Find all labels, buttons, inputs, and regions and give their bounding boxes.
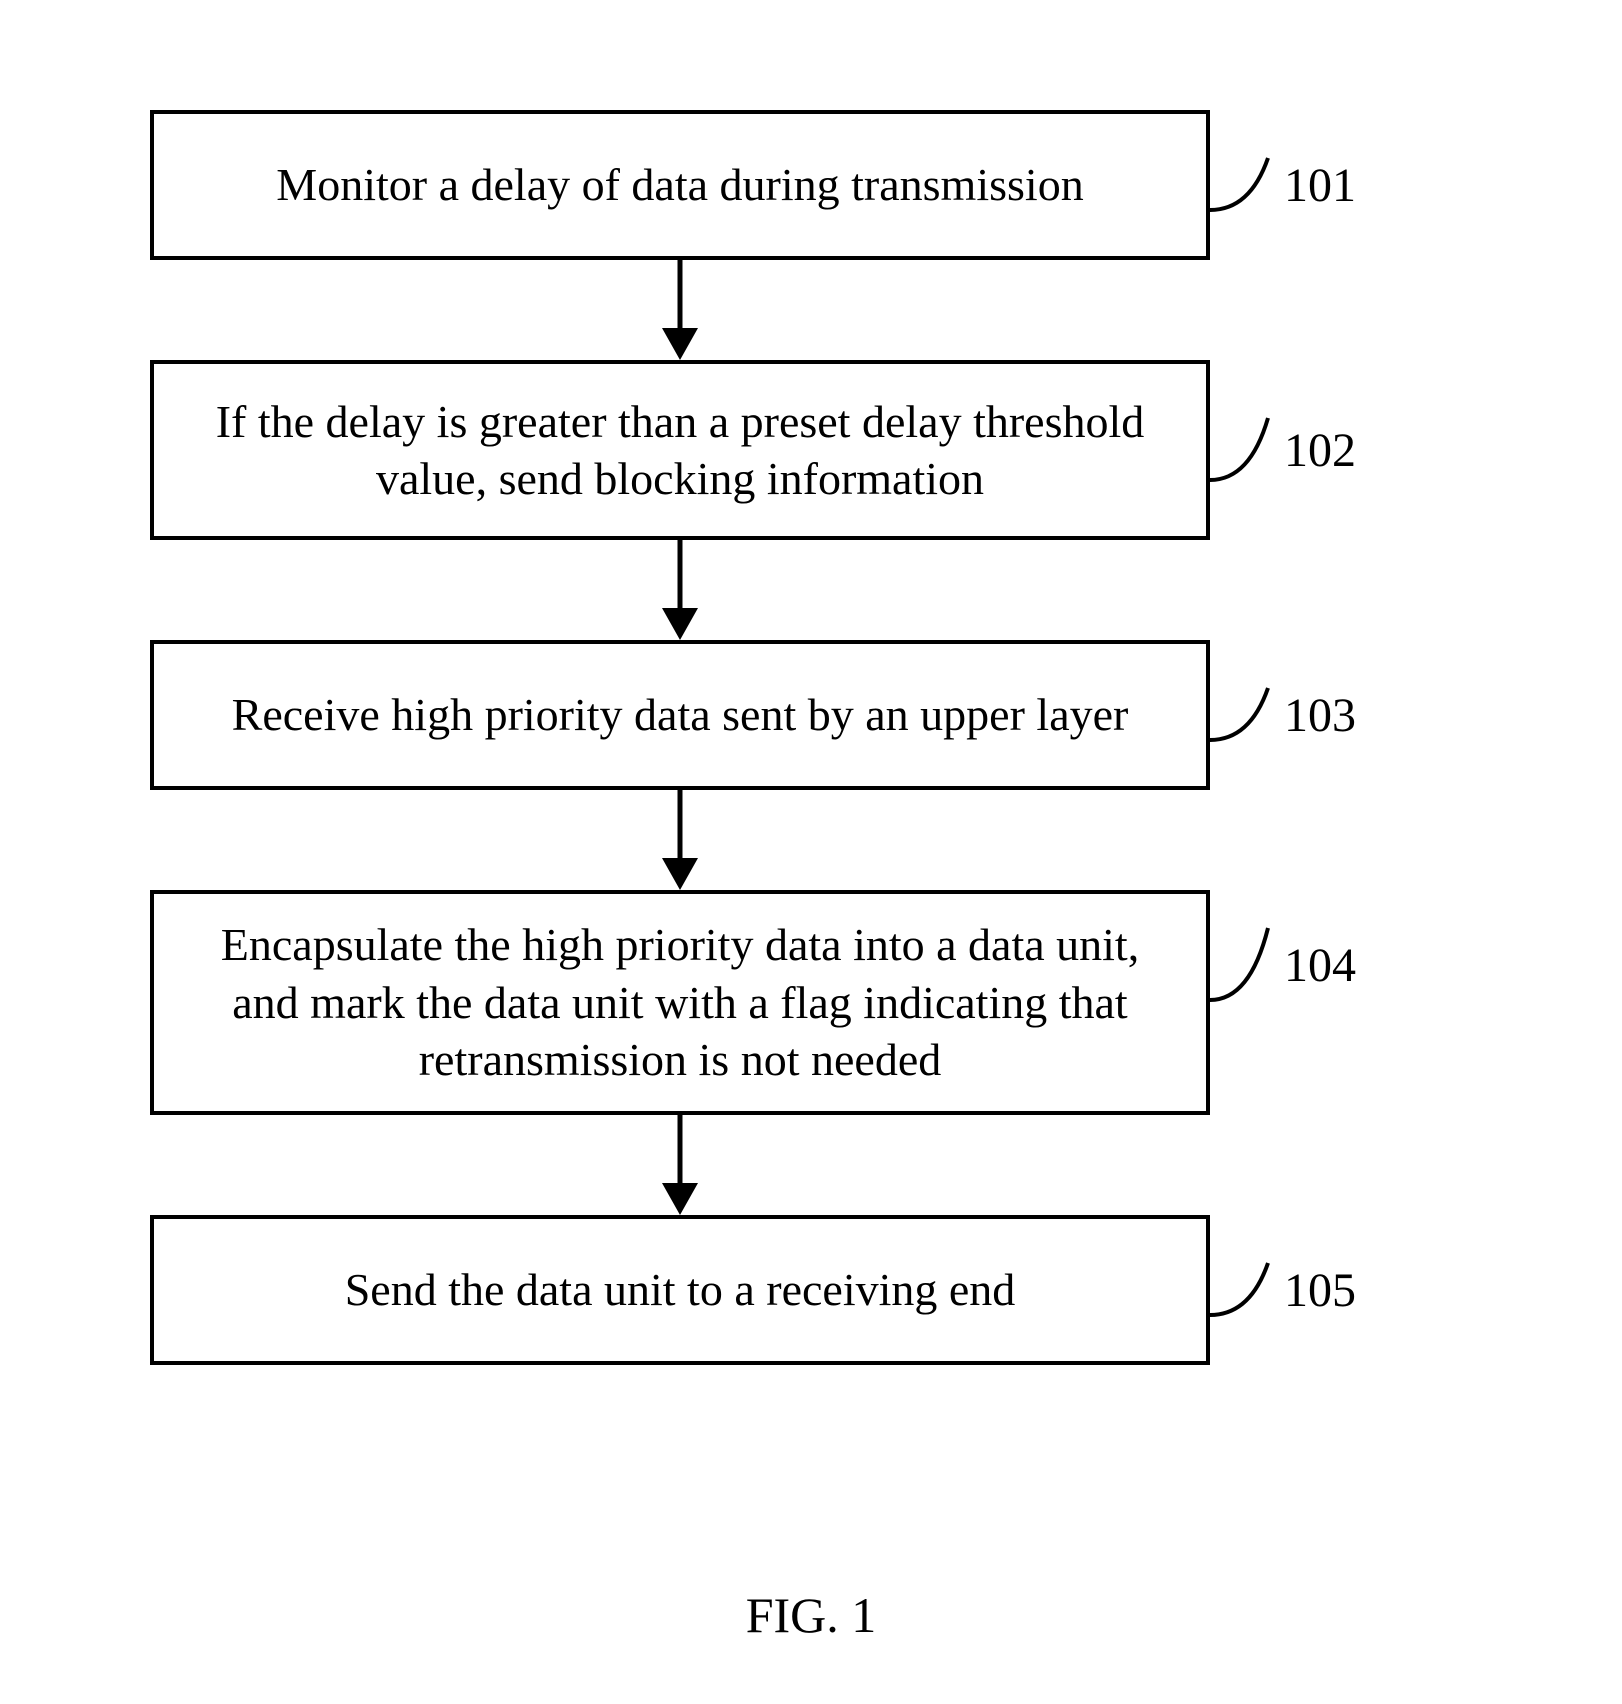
- step-row: Encapsulate the high priority data into …: [150, 890, 1450, 1115]
- leader-line: [1210, 920, 1280, 1010]
- step-text: If the delay is greater than a preset de…: [184, 393, 1176, 508]
- arrow-down-icon: [660, 260, 700, 360]
- step-text: Receive high priority data sent by an up…: [232, 686, 1129, 744]
- step-text: Encapsulate the high priority data into …: [184, 916, 1176, 1089]
- arrow-wrap: [150, 540, 1210, 640]
- step-label-wrap: 103: [1210, 680, 1356, 750]
- figure-caption: FIG. 1: [0, 1586, 1622, 1644]
- arrow-wrap: [150, 790, 1210, 890]
- step-label-wrap: 102: [1210, 410, 1356, 490]
- step-box-103: Receive high priority data sent by an up…: [150, 640, 1210, 790]
- arrow-wrap: [150, 260, 1210, 360]
- step-box-102: If the delay is greater than a preset de…: [150, 360, 1210, 540]
- step-label: 101: [1284, 158, 1356, 213]
- step-label: 103: [1284, 688, 1356, 743]
- step-box-105: Send the data unit to a receiving end: [150, 1215, 1210, 1365]
- step-label-wrap: 104: [1210, 920, 1356, 1010]
- leader-line: [1210, 1255, 1280, 1325]
- step-text: Monitor a delay of data during transmiss…: [276, 156, 1083, 214]
- arrow-down-icon: [660, 1115, 700, 1215]
- step-label: 102: [1284, 423, 1356, 478]
- arrow-wrap: [150, 1115, 1210, 1215]
- step-row: If the delay is greater than a preset de…: [150, 360, 1450, 540]
- leader-line: [1210, 680, 1280, 750]
- step-row: Monitor a delay of data during transmiss…: [150, 110, 1450, 260]
- leader-line: [1210, 410, 1280, 490]
- step-row: Send the data unit to a receiving end 10…: [150, 1215, 1450, 1365]
- step-label: 104: [1284, 938, 1356, 993]
- step-box-101: Monitor a delay of data during transmiss…: [150, 110, 1210, 260]
- leader-line: [1210, 150, 1280, 220]
- step-box-104: Encapsulate the high priority data into …: [150, 890, 1210, 1115]
- flowchart-container: Monitor a delay of data during transmiss…: [150, 110, 1450, 1365]
- step-label-wrap: 101: [1210, 150, 1356, 220]
- step-row: Receive high priority data sent by an up…: [150, 640, 1450, 790]
- arrow-down-icon: [660, 540, 700, 640]
- step-label-wrap: 105: [1210, 1255, 1356, 1325]
- step-text: Send the data unit to a receiving end: [345, 1261, 1016, 1319]
- arrow-down-icon: [660, 790, 700, 890]
- step-label: 105: [1284, 1263, 1356, 1318]
